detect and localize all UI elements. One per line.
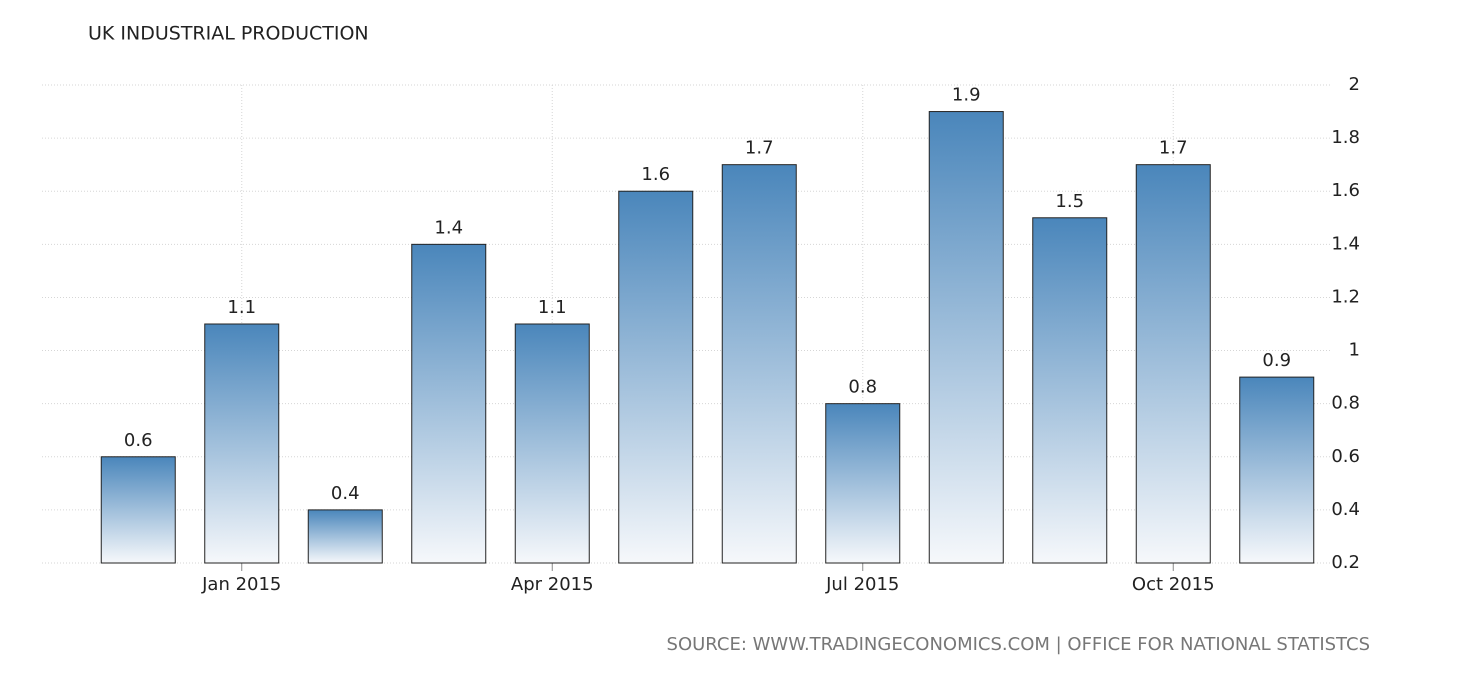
y-tick-label: 1: [1349, 340, 1360, 361]
bar: [204, 323, 280, 564]
bar: [100, 456, 176, 564]
chart-title: UK INDUSTRIAL PRODUCTION: [88, 23, 369, 45]
value-label: 1.9: [952, 85, 981, 106]
value-label: 1.7: [745, 138, 774, 159]
y-tick-label: 1.8: [1331, 127, 1360, 148]
bar: [721, 164, 797, 564]
value-label: 0.9: [1262, 350, 1291, 371]
y-tick-label: 0.8: [1331, 393, 1360, 414]
bar: [1032, 217, 1108, 564]
value-label: 1.1: [538, 297, 567, 318]
bar: [514, 323, 590, 564]
value-label: 1.6: [641, 164, 670, 185]
x-tick-label: Jan 2015: [201, 574, 281, 595]
value-label: 1.7: [1159, 138, 1188, 159]
value-label: 1.4: [434, 217, 463, 238]
bar: [411, 243, 487, 564]
value-label: 0.6: [124, 430, 153, 451]
value-label: 0.8: [848, 377, 877, 398]
y-tick-label: 1.4: [1331, 233, 1360, 254]
source-note: SOURCE: WWW.TRADINGECONOMICS.COM | OFFIC…: [667, 634, 1370, 655]
y-tick-label: 0.6: [1331, 446, 1360, 467]
x-tick-label: Jul 2015: [825, 574, 899, 595]
bar: [1135, 164, 1211, 564]
value-label: 1.5: [1055, 191, 1084, 212]
value-label: 1.1: [227, 297, 256, 318]
bar: [825, 403, 901, 564]
y-tick-label: 0.4: [1331, 499, 1360, 520]
value-label: 0.4: [331, 483, 360, 504]
bar: [307, 509, 383, 564]
bar: [1239, 376, 1315, 564]
y-tick-label: 0.2: [1331, 552, 1360, 573]
bar: [618, 190, 694, 564]
y-tick-label: 1.2: [1331, 286, 1360, 307]
bar: [928, 111, 1004, 564]
y-tick-label: 1.6: [1331, 180, 1360, 201]
x-tick-label: Apr 2015: [511, 574, 594, 595]
y-tick-label: 2: [1349, 74, 1360, 95]
x-tick-label: Oct 2015: [1132, 574, 1215, 595]
